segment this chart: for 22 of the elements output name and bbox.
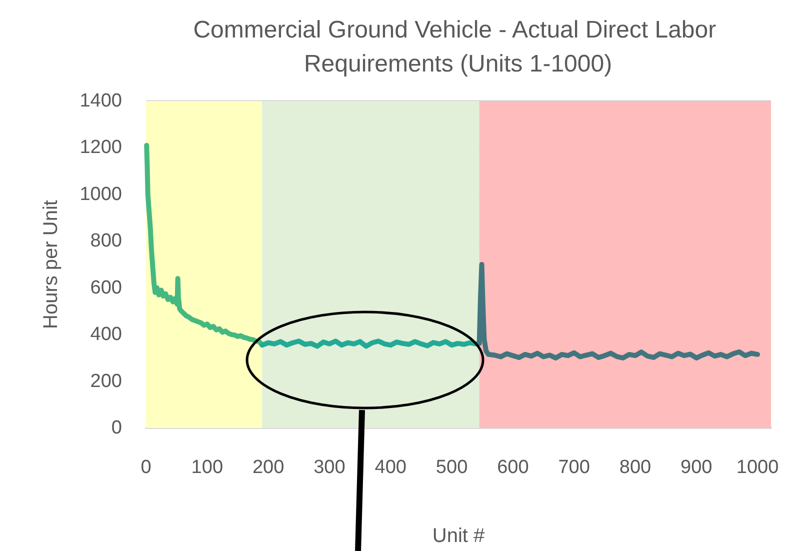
x-tick-label: 600	[497, 457, 529, 478]
x-tick-label: 800	[619, 457, 652, 478]
y-tick-label: 1200	[80, 137, 122, 158]
y-tick-label: 0	[111, 418, 122, 438]
y-tick-label: 800	[90, 230, 122, 252]
x-tick-label: 200	[252, 457, 284, 478]
y-tick-label: 200	[90, 370, 122, 392]
x-tick-label: 0	[140, 457, 152, 478]
y-axis-title: Hours per Unit	[40, 200, 62, 329]
x-tick-label: 500	[436, 457, 468, 478]
y-tick-label: 600	[90, 277, 122, 298]
x-tick-label: 400	[374, 457, 406, 478]
x-tick-label: 900	[680, 457, 712, 478]
y-tick-label: 1000	[80, 184, 122, 205]
chart-title: Commercial Ground Vehicle - Actual Direct Labor Requirements (Units 1-1000)	[193, 16, 723, 78]
x-tick-label: 1000	[736, 457, 779, 478]
x-tick-label: 300	[314, 457, 346, 478]
x-tick-label: 100	[191, 457, 224, 478]
x-tick-label: 700	[558, 457, 590, 478]
y-tick-label: 1400	[80, 90, 122, 112]
x-axis-title: Unit #	[432, 525, 486, 547]
y-tick-label: 400	[90, 324, 122, 346]
